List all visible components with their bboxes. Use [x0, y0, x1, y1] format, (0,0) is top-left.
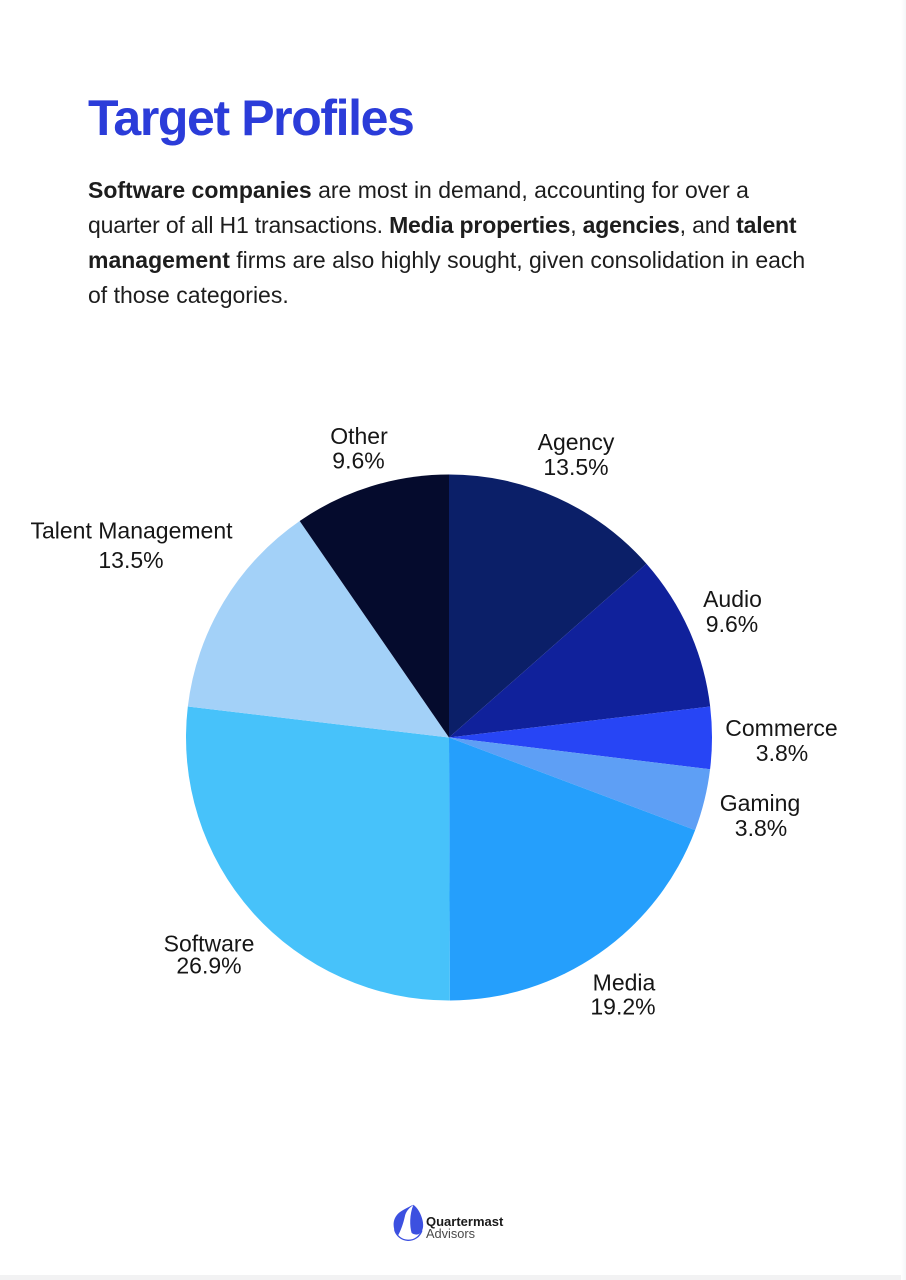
svg-text:Other: Other: [330, 423, 388, 449]
svg-text:Software: Software: [164, 931, 255, 957]
svg-text:Gaming: Gaming: [720, 790, 801, 816]
svg-text:Commerce: Commerce: [725, 715, 837, 741]
svg-text:26.9%: 26.9%: [176, 953, 241, 979]
svg-text:Audio: Audio: [703, 586, 762, 612]
svg-text:Quartermast: Quartermast: [426, 1214, 504, 1229]
svg-text:13.5%: 13.5%: [98, 547, 163, 573]
svg-text:13.5%: 13.5%: [543, 454, 608, 480]
svg-text:Agency: Agency: [538, 429, 615, 455]
svg-text:3.8%: 3.8%: [756, 740, 808, 766]
svg-text:19.2%: 19.2%: [590, 994, 655, 1020]
svg-text:9.6%: 9.6%: [706, 611, 758, 637]
svg-text:Talent Management: Talent Management: [30, 518, 233, 544]
svg-text:9.6%: 9.6%: [332, 448, 384, 474]
svg-text:Media: Media: [593, 970, 656, 996]
svg-text:Advisors: Advisors: [426, 1226, 475, 1241]
svg-text:3.8%: 3.8%: [735, 815, 787, 841]
